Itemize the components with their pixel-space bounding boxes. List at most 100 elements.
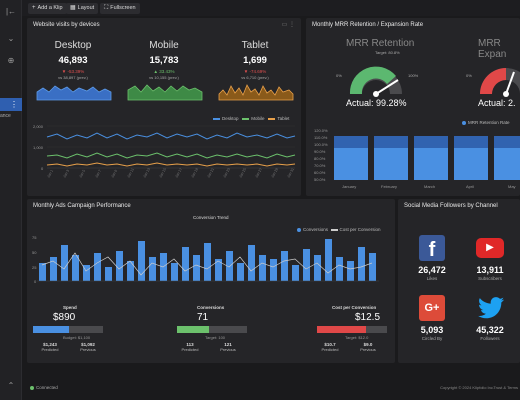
device-value: 1,699 xyxy=(243,55,267,66)
sidebar-item-label[interactable]: ance xyxy=(0,113,11,119)
add-icon[interactable]: ⊕ xyxy=(7,56,15,65)
metric-value: $890 xyxy=(53,312,76,323)
y-tick: 50.0% xyxy=(314,177,326,182)
add-klip-button[interactable]: + Add a Klip xyxy=(28,3,67,14)
layout-icon: ▦ xyxy=(70,5,76,11)
desktop-sparkline xyxy=(36,85,112,101)
ads-campaign-panel: Monthly Ads Campaign Performance Convers… xyxy=(27,199,395,363)
expand-icon[interactable]: ⌃ xyxy=(7,381,15,390)
gauge-actual: Actual: 99.28% xyxy=(346,98,407,108)
device-value: 46,893 xyxy=(58,55,88,66)
svg-text:Jan 3: Jan 3 xyxy=(62,169,70,178)
tablet-line xyxy=(46,162,296,167)
y-tick: 70.0% xyxy=(314,163,326,168)
chart-legend: MRR Retention Rate xyxy=(462,120,510,125)
metric-predicted: $1,243 Predicted xyxy=(41,342,59,352)
metric-value: 71 xyxy=(197,312,209,323)
metric-previous: $9.0 Previous xyxy=(360,342,376,352)
metric-predicted: 113 Predicted xyxy=(181,342,199,352)
social-count: 45,322 xyxy=(476,325,504,335)
device-name: Tablet xyxy=(241,40,269,51)
chevron-down-icon[interactable]: ⌄ xyxy=(7,34,15,43)
svg-text:Jan 25: Jan 25 xyxy=(238,167,247,178)
mobile-sparkline xyxy=(127,84,203,101)
device-name: Desktop xyxy=(54,40,92,51)
y-tick: 110.0% xyxy=(314,135,328,140)
svg-text:Jan 13: Jan 13 xyxy=(142,167,151,178)
panel-title: Website visits by devices xyxy=(33,22,100,28)
legend-conversions: Conversions xyxy=(297,227,328,232)
layout-button[interactable]: ▦ Layout xyxy=(66,3,99,14)
panel-title: Monthly Ads Campaign Performance xyxy=(33,203,131,209)
social-label: Likes xyxy=(426,276,438,281)
gauge-min: 0% xyxy=(466,73,472,78)
legend-desktop: Desktop xyxy=(213,116,239,121)
collapse-sidebar-icon[interactable]: |← xyxy=(5,7,17,16)
y-tick: 0 xyxy=(41,166,44,171)
plus-icon: + xyxy=(32,5,36,11)
svg-text:Jan 19: Jan 19 xyxy=(190,167,199,178)
gauge-min: 0% xyxy=(336,73,342,78)
svg-text:Jan 15: Jan 15 xyxy=(158,167,167,178)
social-followers-panel: Social Media Followers by Channel f 26,4… xyxy=(398,199,520,363)
conversion-trend-chart xyxy=(37,239,379,282)
device-change: ▲ 33.43% xyxy=(153,69,175,74)
panel-menu-icon[interactable]: ▭ ⋮ xyxy=(281,22,295,28)
website-visits-panel: Website visits by devices ▭ ⋮ Desktop 46… xyxy=(27,18,301,196)
svg-text:Jan 7: Jan 7 xyxy=(94,169,102,178)
y-tick: 50 xyxy=(32,250,37,255)
fullscreen-button[interactable]: ⛶ Fullscreen xyxy=(100,3,140,14)
chart-legend: Conversions Cost per Conversion xyxy=(297,227,381,232)
copyright: Copyright © 2024 Klipfolio Inc. xyxy=(440,385,494,390)
svg-text:Jan 21: Jan 21 xyxy=(206,167,215,178)
device-change: ▼ -74.69% xyxy=(243,69,267,74)
device-name: Mobile xyxy=(149,40,179,51)
toolbar: + Add a Klip ▦ Layout ⛶ Fullscreen xyxy=(22,0,520,16)
svg-text:Jan 11: Jan 11 xyxy=(126,168,135,179)
y-tick: 75 xyxy=(32,235,37,240)
legend-mobile: Mobile xyxy=(242,116,265,121)
social-count: 13,911 xyxy=(476,265,504,275)
cost-per-conversion-line xyxy=(41,252,373,276)
mrr-expansion-gauge xyxy=(480,68,520,97)
panel-title: Social Media Followers by Channel xyxy=(404,203,498,209)
status-bar: Connected Copyright © 2024 Klipfolio Inc… xyxy=(22,376,520,400)
facebook-icon: f xyxy=(419,235,445,261)
y-tick: 2,000 xyxy=(33,124,44,129)
desktop-line xyxy=(46,132,296,140)
mrr-retention-gauge xyxy=(349,66,402,97)
conversion-bars xyxy=(39,239,376,281)
svg-text:Jan 1: Jan 1 xyxy=(46,169,54,178)
legend-cost-per-conversion: Cost per Conversion xyxy=(330,227,381,232)
social-label: Followers xyxy=(480,336,500,341)
metric-name: Cost per Conversion xyxy=(332,305,377,310)
google-plus-icon: G+ xyxy=(419,295,445,321)
metric-target: Target: $12.0 xyxy=(345,335,369,340)
metric-value: $12.5 xyxy=(355,312,381,323)
device-previous: vs 6,710 (prev.) xyxy=(241,75,269,80)
svg-text:Jan 27: Jan 27 xyxy=(254,167,263,178)
mrr-bar-chart xyxy=(334,136,520,180)
metric-target: Budget: $1,100 xyxy=(63,335,91,340)
device-change: ▼ -53.39% xyxy=(61,69,85,74)
sidebar: |← ⌄ ⊕ ⋮ ance ⌃ xyxy=(0,0,22,400)
spend-bar xyxy=(33,326,103,333)
x-tick: February xyxy=(381,184,398,189)
x-tick: April xyxy=(466,184,475,189)
svg-text:Jan 9: Jan 9 xyxy=(110,169,118,178)
chart-title: Conversion Trend xyxy=(193,215,229,220)
x-tick: March xyxy=(424,184,436,189)
sidebar-item-menu[interactable]: ⋮ xyxy=(0,98,22,111)
terms-link[interactable]: Trust & Terms xyxy=(493,385,518,390)
conversions-bar xyxy=(177,326,247,333)
device-previous: vs 10,155 (prev.) xyxy=(149,75,179,80)
y-tick: 80.0% xyxy=(314,156,326,161)
y-tick: 0 xyxy=(34,279,37,284)
metric-name: Conversions xyxy=(197,305,225,310)
device-sparklines xyxy=(36,84,294,101)
svg-text:Jan 17: Jan 17 xyxy=(174,167,183,178)
y-tick: 25 xyxy=(32,265,37,270)
y-tick: 100.0% xyxy=(314,142,328,147)
connected-icon xyxy=(30,385,34,390)
device-value: 15,783 xyxy=(149,55,179,66)
